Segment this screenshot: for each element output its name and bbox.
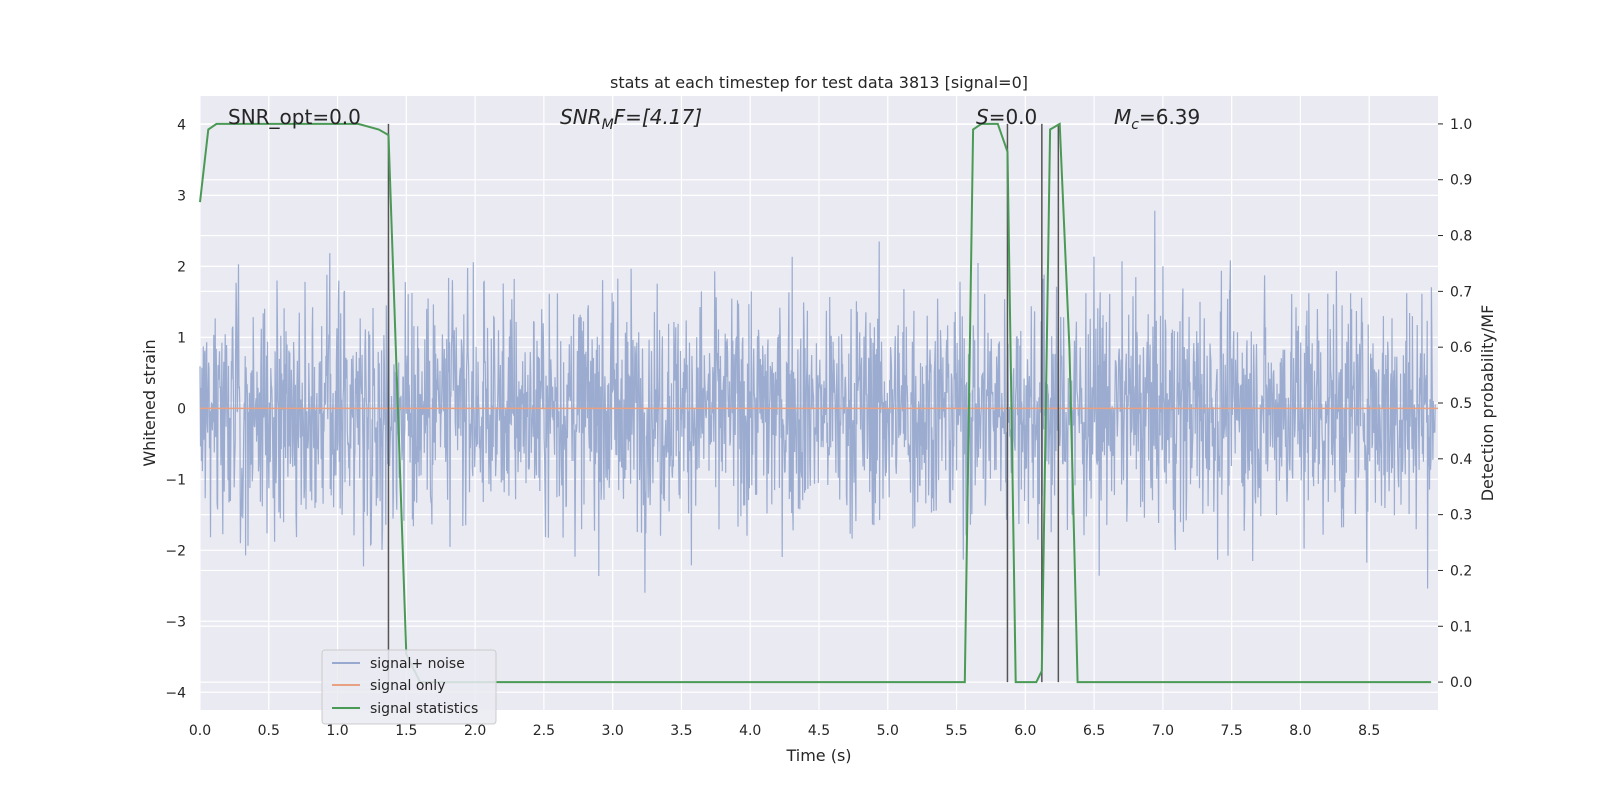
y-ticks-right: 1.0 0.9 0.8 0.7 0.6 0.5 0.4 0.3 0.2 0.1 0.0 <box>1438 117 1472 691</box>
x-tick-label: 4.0 <box>739 723 761 739</box>
y-tick-label-right: 0.4 <box>1450 452 1472 468</box>
x-tick-label: 0.0 <box>189 723 211 739</box>
y-tick-label-right: 0.0 <box>1450 675 1472 691</box>
x-tick-label: 6.5 <box>1083 723 1105 739</box>
x-tick-label: 8.0 <box>1289 723 1311 739</box>
y-tick-label-left: 1 <box>177 330 186 346</box>
x-tick-label: 1.0 <box>326 723 348 739</box>
y-tick-label-right: 0.3 <box>1450 508 1472 524</box>
signal-statistics-line <box>199 122 1432 684</box>
x-tick-label: 7.0 <box>1152 723 1174 739</box>
y-tick-label-right: 0.7 <box>1450 284 1472 300</box>
x-tick-label: 5.5 <box>945 723 967 739</box>
legend-box <box>321 649 497 725</box>
legend: signal+ noise signal only signal statist… <box>321 649 497 725</box>
x-axis-label: Time (s) <box>785 746 851 765</box>
y-tick-label-left: −2 <box>165 543 186 559</box>
y-tick-label-right: 0.6 <box>1450 340 1472 356</box>
x-tick-label: 2.0 <box>464 723 486 739</box>
y-tick-label-left: 3 <box>177 188 186 204</box>
y-tick-label-left: 0 <box>177 401 186 417</box>
y-ticks-left: 4 3 2 1 0 −1 −2 −3 −4 <box>165 117 186 701</box>
y-tick-label-left: 4 <box>177 117 186 133</box>
legend-label-signal-statistics: signal statistics <box>370 701 478 717</box>
y-axis-label-right: Detection probability/MF <box>1478 305 1497 502</box>
y-tick-label-left: 2 <box>177 259 186 275</box>
y-tick-label-left: −1 <box>165 472 186 488</box>
x-tick-label: 4.5 <box>808 723 830 739</box>
annotation-s: S=0.0 <box>976 105 1037 129</box>
series-signal-noise <box>199 210 1436 593</box>
y-tick-label-right: 0.1 <box>1450 619 1472 635</box>
x-tick-label: 2.5 <box>533 723 555 739</box>
y-tick-label-left: −3 <box>165 614 186 630</box>
x-ticks: 0.0 0.5 1.0 1.5 2.0 2.5 3.0 3.5 4.0 4.5 5.0 5.5 6.0 6… <box>189 723 1380 739</box>
y-tick-label-right: 0.8 <box>1450 229 1472 245</box>
annotation-snr-opt: SNR_opt=0.0 <box>228 105 361 129</box>
x-tick-label: 3.0 <box>602 723 624 739</box>
x-tick-label: 6.0 <box>1014 723 1036 739</box>
y-tick-label-right: 0.5 <box>1450 396 1472 412</box>
legend-label-signal-only: signal only <box>370 678 445 694</box>
y-tick-label-right: 0.2 <box>1450 563 1472 579</box>
x-tick-label: 5.0 <box>877 723 899 739</box>
y-tick-label-right: 0.9 <box>1450 173 1472 189</box>
annotation-mc: Mc=6.39 <box>1114 105 1200 133</box>
y-tick-label-right: 1.0 <box>1450 117 1472 133</box>
signal-noise-line <box>199 210 1436 593</box>
legend-label-signal-noise: signal+ noise <box>370 656 465 672</box>
x-tick-label: 3.5 <box>670 723 692 739</box>
series-signal-statistics <box>199 122 1432 684</box>
x-tick-label: 7.5 <box>1221 723 1243 739</box>
vertical-markers <box>387 123 1060 683</box>
chart-title: stats at each timestep for test data 381… <box>610 73 1028 92</box>
annotation-snr-mf: SNRMF=[4.17] <box>560 105 702 133</box>
x-tick-label: 0.5 <box>258 723 280 739</box>
x-tick-label: 1.5 <box>395 723 417 739</box>
y-axis-label-left: Whitened strain <box>140 339 159 466</box>
y-tick-label-left: −4 <box>165 685 186 701</box>
x-tick-label: 8.5 <box>1358 723 1380 739</box>
